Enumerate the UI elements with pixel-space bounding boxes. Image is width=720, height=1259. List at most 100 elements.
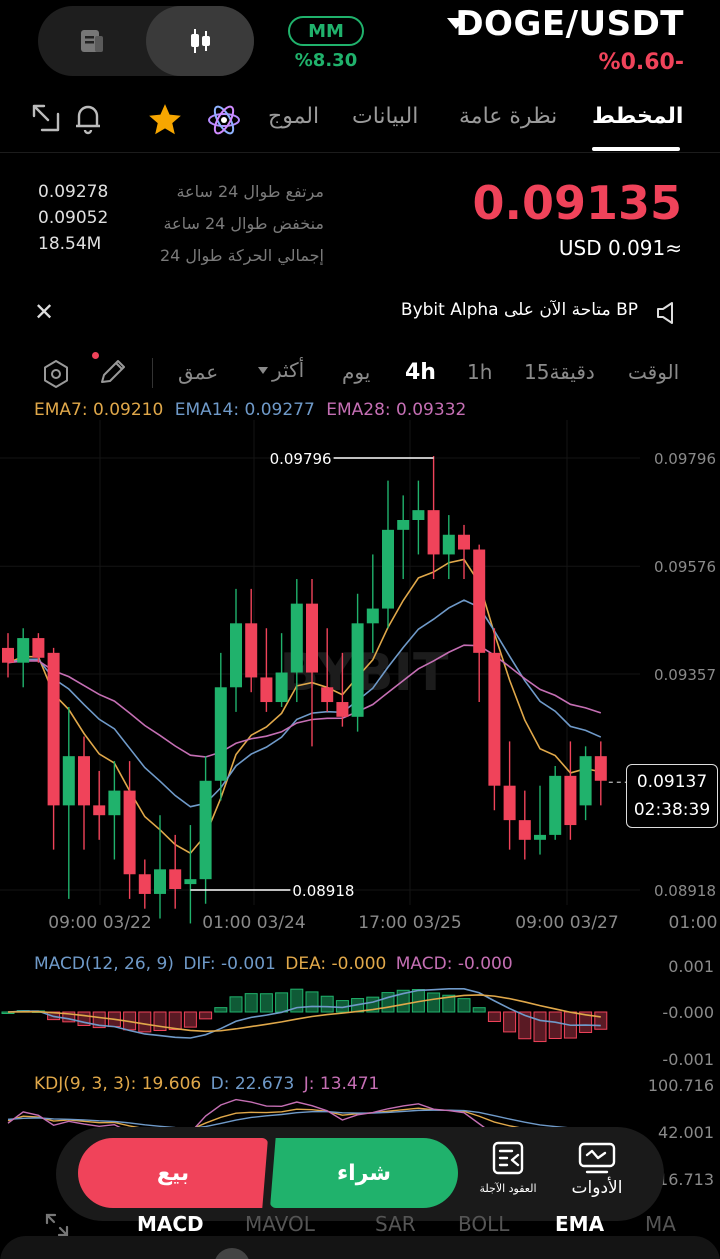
indicator-tab-ma[interactable]: MA xyxy=(645,1212,676,1236)
macd-histogram-bar xyxy=(229,996,243,1013)
x-tick-label: 09:00 03/22 xyxy=(48,913,151,933)
macd-histogram-bar xyxy=(579,1011,593,1033)
candle-body xyxy=(169,869,182,890)
candle-body xyxy=(534,834,546,840)
candlestick-icon xyxy=(191,29,210,53)
stat-low-label: منخفض طوال 24 ساعة xyxy=(163,214,324,233)
stat-high-value: 0.09278 xyxy=(38,182,109,202)
ema28-line xyxy=(7,644,602,758)
candle-body xyxy=(366,608,379,624)
kdj-tick-top: 100.716 xyxy=(647,1076,714,1095)
macd-tick-bottom: -0.001 xyxy=(662,1050,714,1069)
star-icon[interactable] xyxy=(146,101,184,139)
toggle-chart-button[interactable] xyxy=(146,6,254,76)
kdj-legend: KDJ(9, 3, 3): 19.606 D: 22.673 J: 13.471 xyxy=(34,1074,379,1094)
indicator-tab-macd[interactable]: MACD xyxy=(137,1212,204,1236)
macd-histogram-bar xyxy=(259,993,273,1013)
draw-pencil-icon[interactable] xyxy=(96,352,130,390)
candle-body xyxy=(594,756,607,781)
timeframe-day[interactable]: يوم xyxy=(342,360,371,384)
ema14-line xyxy=(7,599,602,808)
timeframe-depth[interactable]: عمق xyxy=(178,360,219,384)
candle-body xyxy=(518,820,531,840)
macd-histogram-bar xyxy=(199,1011,213,1020)
indicator-tab-boll[interactable]: BOLL xyxy=(458,1212,510,1236)
pair-title[interactable]: DOGE/USDT xyxy=(455,4,684,44)
usd-price: USD 0.091≈ xyxy=(558,236,682,260)
macd-histogram-bar xyxy=(244,993,258,1013)
y-tick-label: 0.09576 xyxy=(654,558,716,576)
tools-label: الأدوات xyxy=(571,1178,623,1198)
toggle-details-button[interactable] xyxy=(38,6,146,76)
macd-histogram-bar xyxy=(503,1011,517,1033)
candle-body xyxy=(412,510,425,520)
macd-dea-line xyxy=(7,994,601,1033)
tab-waves[interactable]: الموج xyxy=(268,104,320,129)
ema28-label: EMA28: 0.09332 xyxy=(326,400,467,420)
close-icon[interactable]: ✕ xyxy=(34,298,55,326)
candle-body xyxy=(549,775,562,835)
kdj-title: KDJ(9, 3, 3): 19.606 xyxy=(34,1074,202,1094)
expand-icon[interactable] xyxy=(28,100,64,136)
candle-body xyxy=(32,638,45,658)
macd-tick-top: 0.001 xyxy=(668,957,714,976)
macd-histogram-bar xyxy=(92,1011,106,1029)
macd-value: MACD: -0.000 xyxy=(395,954,513,974)
tab-chart[interactable]: المخطط xyxy=(592,104,684,129)
candle-body xyxy=(473,549,486,653)
timeframe-more-label: أكثر xyxy=(272,358,305,382)
buy-button[interactable]: شراء xyxy=(270,1138,458,1208)
macd-histogram-bar xyxy=(290,988,304,1013)
macd-histogram-bar xyxy=(487,1011,501,1022)
kdj-tick-mid: 42.001 xyxy=(658,1123,714,1142)
kdj-j: J: 13.471 xyxy=(303,1074,380,1094)
y-tick-label: 0.09796 xyxy=(654,450,716,468)
candle-body xyxy=(230,623,242,688)
y-tick-label: 0.09357 xyxy=(654,666,716,684)
macd-histogram-bar xyxy=(138,1011,152,1033)
indicator-tab-mavol[interactable]: MAVOL xyxy=(245,1212,315,1236)
timeframe-time[interactable]: الوقت xyxy=(628,360,680,384)
indicator-tab-sar[interactable]: SAR xyxy=(375,1212,416,1236)
timeframe-more[interactable]: أكثر xyxy=(258,358,304,382)
tab-data[interactable]: البيانات xyxy=(352,104,419,129)
sell-button[interactable]: بيع xyxy=(78,1138,268,1208)
tab-overview[interactable]: نظرة عامة xyxy=(459,104,558,129)
macd-histogram-bar xyxy=(214,1007,228,1013)
active-tab-indicator xyxy=(592,147,680,151)
macd-histogram-bar xyxy=(427,992,441,1013)
view-toggle xyxy=(38,6,254,76)
kdj-tick-bottom: 16.713 xyxy=(658,1170,714,1189)
timeframe-4h[interactable]: 4h xyxy=(405,360,436,385)
bottom-sheet-handle xyxy=(0,1236,720,1259)
kdj-d-line xyxy=(7,1109,601,1130)
macd-title: MACD(12, 26, 9) xyxy=(34,954,174,974)
banner-text[interactable]: BP متاحة الآن على Bybit Alpha xyxy=(400,300,638,320)
price-change: %0.60- xyxy=(598,50,684,75)
candle-body xyxy=(290,603,303,673)
last-price: 0.09135 xyxy=(472,176,682,230)
candle-body xyxy=(138,874,151,894)
candle-body xyxy=(199,780,212,880)
tools-button[interactable]: الأدوات xyxy=(562,1140,632,1198)
timeframe-1h[interactable]: 1h xyxy=(467,360,493,384)
mm-badge[interactable]: MM xyxy=(288,16,364,46)
macd-dif-line xyxy=(7,987,601,1039)
futures-button[interactable]: العقود الآجلة xyxy=(470,1140,546,1195)
atom-icon[interactable] xyxy=(206,102,242,138)
timeframe-15m[interactable]: 15دقيقة xyxy=(524,360,595,384)
fullscreen-icon[interactable] xyxy=(44,1212,70,1238)
bell-icon[interactable] xyxy=(70,100,106,136)
pair-dropdown-caret-icon[interactable] xyxy=(447,18,465,29)
candle-body xyxy=(93,805,106,816)
stat-low-value: 0.09052 xyxy=(38,208,109,228)
candlestick-chart[interactable]: BYBIT 0.09796 0.09576 0.09357 0.08918 09:00… xyxy=(0,420,720,940)
indicator-tab-ema[interactable]: EMA xyxy=(555,1212,605,1236)
settings-hexagon-icon[interactable] xyxy=(40,358,72,390)
macd-histogram-bar xyxy=(533,1011,547,1043)
candle-body xyxy=(321,687,334,703)
caret-down-icon xyxy=(258,366,268,374)
candle-body xyxy=(382,529,394,609)
candle-body xyxy=(62,756,75,806)
divider xyxy=(0,152,720,153)
